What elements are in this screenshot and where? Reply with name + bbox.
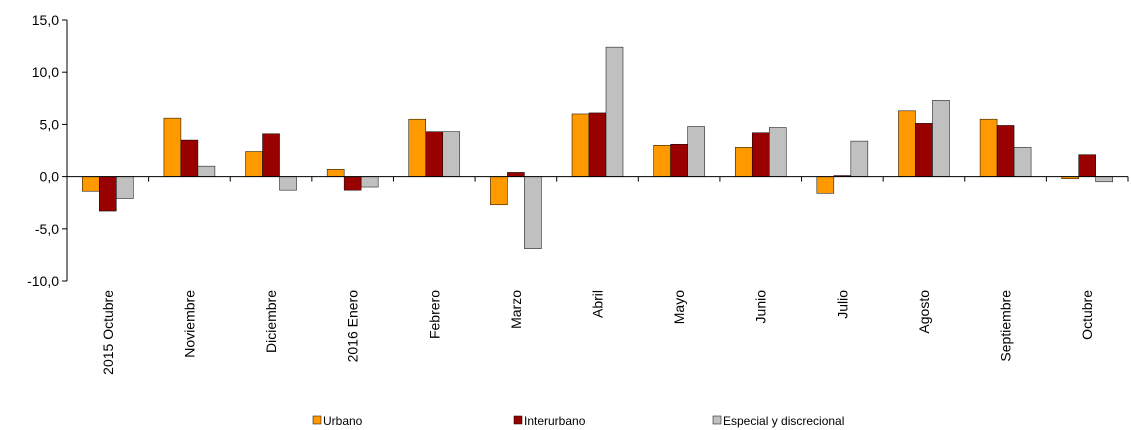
y-tick-label: 15,0	[32, 12, 59, 28]
x-tick-label: Diciembre	[263, 290, 279, 353]
bar	[768, 127, 787, 177]
y-tick-label: 5,0	[40, 116, 60, 132]
bar	[279, 176, 297, 191]
x-tick-label: 2015 Octubre	[100, 290, 116, 375]
bar	[163, 117, 182, 177]
bar	[245, 151, 263, 177]
bar	[524, 176, 542, 249]
bar	[1095, 176, 1113, 183]
bar	[670, 143, 688, 177]
y-tick-label: 0,0	[40, 169, 60, 185]
bar	[408, 118, 427, 177]
x-tick-label: 2016 Enero	[345, 290, 361, 363]
legend-swatch	[712, 415, 722, 425]
bar	[898, 110, 916, 177]
bar	[588, 112, 607, 177]
legend-swatch	[513, 415, 523, 425]
bar	[425, 131, 444, 177]
bar	[1078, 154, 1096, 177]
x-tick-label: Octubre	[1079, 290, 1095, 340]
bar	[490, 176, 508, 206]
bar	[442, 131, 461, 177]
bar	[979, 118, 998, 177]
x-tick-label: Agosto	[916, 290, 932, 334]
bar	[687, 126, 705, 177]
bar	[996, 125, 1015, 177]
y-tick-label: -5,0	[35, 221, 59, 237]
x-tick-label: Mayo	[671, 290, 687, 324]
bar	[507, 172, 525, 177]
bar	[605, 46, 624, 177]
bar	[571, 113, 590, 177]
x-tick-label: Noviembre	[181, 290, 197, 358]
bar	[82, 176, 100, 192]
x-tick-label: Septiembre	[998, 290, 1014, 362]
bar	[915, 123, 933, 177]
bar	[734, 147, 753, 177]
bar	[197, 165, 216, 177]
bar	[751, 132, 770, 177]
bar	[343, 176, 362, 191]
bar	[116, 176, 134, 199]
bar	[932, 100, 950, 177]
legend-label: Urbano	[323, 414, 363, 428]
bar	[816, 176, 835, 194]
bar	[360, 176, 379, 188]
legend-label: Interurbano	[524, 414, 586, 428]
x-tick-label: Abril	[590, 290, 606, 318]
x-tick-label: Marzo	[508, 290, 524, 329]
y-tick-label: 10,0	[32, 64, 59, 80]
bar	[850, 140, 869, 177]
x-tick-label: Junio	[753, 290, 769, 324]
bar	[326, 169, 345, 177]
bar	[180, 139, 199, 177]
y-tick-label: -10,0	[27, 273, 59, 289]
bar	[1013, 147, 1032, 177]
x-tick-label: Febrero	[426, 290, 442, 339]
legend-swatch	[312, 415, 322, 425]
legend-label: Especial y discrecional	[723, 414, 844, 428]
bar	[653, 145, 671, 177]
bar	[99, 176, 117, 212]
x-tick-label: Julio	[834, 290, 850, 319]
bar	[262, 133, 280, 177]
